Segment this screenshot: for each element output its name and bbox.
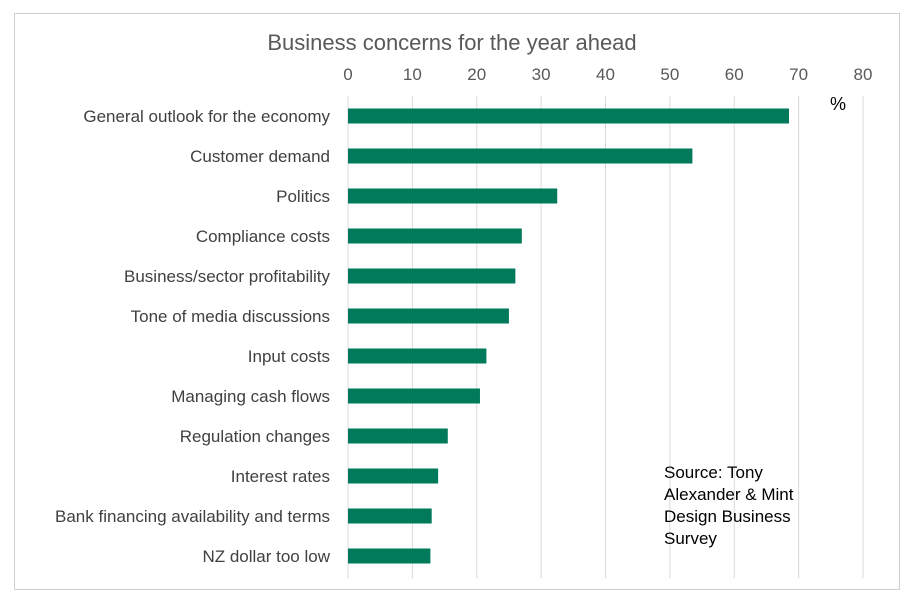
category-label: Managing cash flows xyxy=(171,387,330,406)
bar xyxy=(348,388,480,404)
x-tick-label: 60 xyxy=(725,65,744,84)
gridlines xyxy=(347,96,864,578)
source-line: Alexander & Mint xyxy=(664,485,794,504)
bar xyxy=(348,548,431,564)
bar xyxy=(348,428,448,444)
source-line: Design Business xyxy=(664,507,791,526)
bar xyxy=(348,148,693,164)
x-tick-label: 30 xyxy=(532,65,551,84)
source-line: Survey xyxy=(664,529,717,548)
bar xyxy=(348,268,516,284)
bar xyxy=(348,308,509,324)
bar xyxy=(348,348,487,364)
x-tick-label: 40 xyxy=(596,65,615,84)
x-tick-label: 0 xyxy=(343,65,352,84)
category-label: Interest rates xyxy=(231,467,330,486)
category-label: General outlook for the economy xyxy=(83,107,330,126)
bars xyxy=(348,108,789,564)
x-tick-label: 20 xyxy=(467,65,486,84)
bar xyxy=(348,508,432,524)
chart-title: Business concerns for the year ahead xyxy=(267,30,636,55)
category-label: Compliance costs xyxy=(196,227,330,246)
unit-label: % xyxy=(830,94,846,114)
category-label: Bank financing availability and terms xyxy=(55,507,330,526)
category-label: Business/sector profitability xyxy=(124,267,330,286)
x-tick-label: 10 xyxy=(403,65,422,84)
x-tick-label: 50 xyxy=(660,65,679,84)
x-tick-label: 70 xyxy=(789,65,808,84)
category-label: Input costs xyxy=(248,347,330,366)
x-tick-label: 80 xyxy=(854,65,873,84)
category-label: NZ dollar too low xyxy=(202,547,330,566)
category-label: Regulation changes xyxy=(180,427,330,446)
category-labels: General outlook for the economy Customer … xyxy=(55,107,331,566)
bar xyxy=(348,228,522,244)
source-line: Source: Tony xyxy=(664,463,763,482)
source-annotation: Source: Tony Alexander & Mint Design Bus… xyxy=(664,463,798,548)
bar xyxy=(348,188,558,204)
bar xyxy=(348,108,789,124)
bar xyxy=(348,468,439,484)
x-tick-labels: 0 10 20 30 40 50 60 70 80 xyxy=(343,65,872,84)
category-label: Politics xyxy=(276,187,330,206)
category-label: Customer demand xyxy=(190,147,330,166)
category-label: Tone of media discussions xyxy=(131,307,330,326)
